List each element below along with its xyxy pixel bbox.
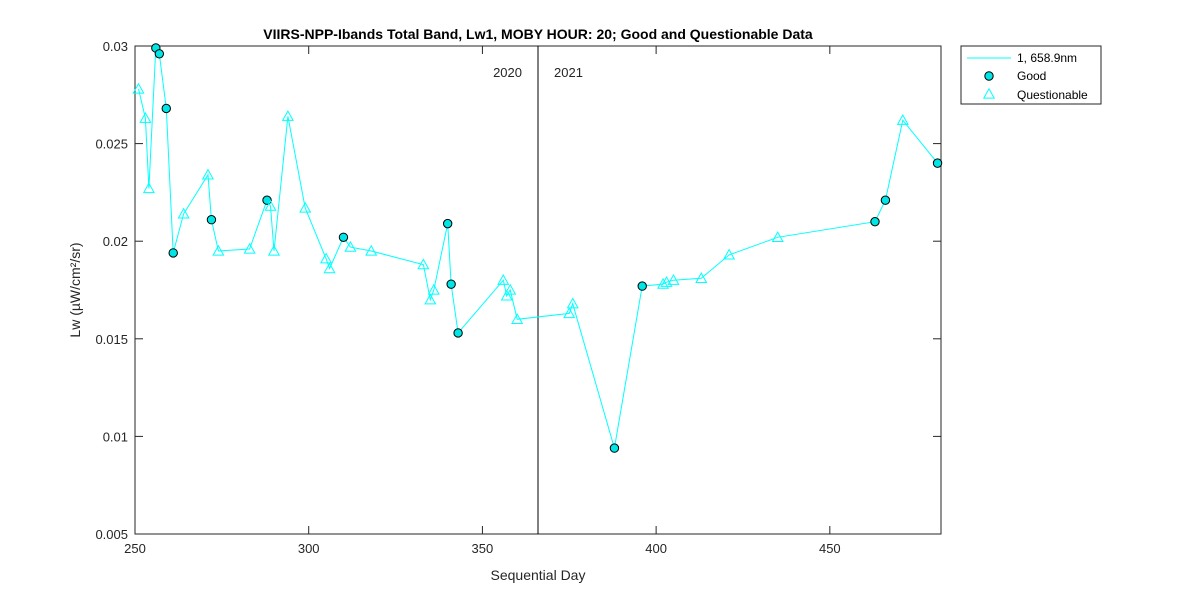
- legend-questionable-marker: [982, 87, 996, 99]
- legend-box: [960, 45, 1102, 105]
- questionable-point-marker: [344, 240, 357, 252]
- x-tick-label: 250: [124, 541, 146, 556]
- questionable-point-marker: [723, 248, 736, 260]
- year-label-left: 2020: [493, 65, 522, 80]
- questionable-point-marker: [563, 307, 576, 319]
- good-point-marker: [338, 232, 349, 242]
- questionable-point-marker: [243, 242, 256, 254]
- questionable-point-marker: [281, 110, 294, 121]
- questionable-point-marker: [365, 244, 378, 256]
- good-point-marker: [442, 218, 453, 229]
- questionable-point-marker: [657, 277, 670, 289]
- questionable-point-marker: [320, 252, 333, 264]
- good-point-marker: [880, 195, 891, 205]
- legend-good-label: Good: [1017, 69, 1046, 83]
- questionable-point-marker: [511, 313, 524, 324]
- legend-questionable-label: Questionable: [1017, 88, 1088, 102]
- questionable-point-marker: [264, 199, 277, 211]
- good-point-marker: [932, 158, 943, 168]
- x-tick-label: 400: [645, 541, 667, 556]
- y-axis-label: Lw (µW/cm²/sr): [67, 242, 83, 337]
- questionable-point-marker: [299, 201, 312, 213]
- questionable-point-marker: [695, 272, 708, 283]
- questionable-point-marker: [424, 293, 437, 305]
- good-point-marker: [637, 281, 647, 291]
- questionable-point-marker: [323, 262, 336, 274]
- questionable-point-marker: [660, 275, 673, 287]
- questionable-point-marker: [132, 82, 145, 94]
- good-point-marker: [154, 49, 165, 59]
- x-tick-label: 350: [472, 541, 494, 556]
- questionable-point-marker: [427, 283, 440, 295]
- questionable-point-marker: [417, 258, 430, 270]
- questionable-point-marker: [504, 283, 517, 295]
- legend-line-label: 1, 658.9nm: [1017, 51, 1077, 65]
- good-point-marker: [453, 328, 463, 338]
- questionable-point-marker: [497, 274, 510, 285]
- y-tick-label: 0.025: [95, 137, 128, 152]
- year-label-right: 2021: [554, 65, 583, 80]
- questionable-point-marker: [267, 244, 281, 256]
- x-tick-label: 300: [298, 541, 320, 556]
- questionable-point-marker: [142, 182, 155, 194]
- y-tick-label: 0.02: [103, 234, 128, 249]
- questionable-point-marker: [566, 297, 579, 309]
- plot-area: 250 300 350 400 450 0.005 0.01 0.015 0.02 0.025 0.…: [95, 39, 943, 556]
- questionable-point-marker: [771, 231, 784, 242]
- good-point-marker: [161, 103, 171, 114]
- good-point-marker: [262, 195, 272, 205]
- good-point-marker: [168, 248, 178, 258]
- y-tick-label: 0.015: [95, 332, 128, 347]
- chart-title: VIIRS-NPP-Ibands Total Band, Lw1, MOBY H…: [263, 26, 813, 42]
- questionable-point-marker: [500, 289, 513, 301]
- x-tick-label: 450: [819, 541, 841, 556]
- questionable-point-marker: [177, 207, 190, 219]
- questionable-point-marker: [667, 274, 680, 285]
- y-tick-label: 0.03: [103, 39, 128, 54]
- good-point-marker: [206, 215, 217, 225]
- legend: 1, 658.9nm Good Questionable: [960, 45, 1102, 105]
- good-point-marker: [870, 216, 880, 227]
- y-tick-label: 0.01: [103, 429, 128, 444]
- questionable-point-marker: [896, 113, 909, 125]
- y-tick-label: 0.005: [95, 527, 128, 542]
- questionable-point-marker: [201, 168, 215, 180]
- x-axis-label: Sequential Day: [491, 567, 586, 583]
- legend-good-marker: [984, 71, 994, 81]
- good-point-marker: [609, 443, 620, 453]
- questionable-point-marker: [212, 244, 225, 256]
- good-point-marker: [446, 279, 456, 289]
- questionable-point-marker: [139, 111, 152, 123]
